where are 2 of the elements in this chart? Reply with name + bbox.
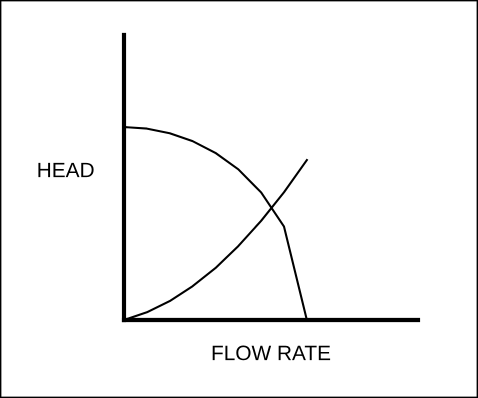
y-axis-title: HEAD <box>38 162 94 178</box>
x-axis-title: FLOW RATE <box>212 346 330 360</box>
